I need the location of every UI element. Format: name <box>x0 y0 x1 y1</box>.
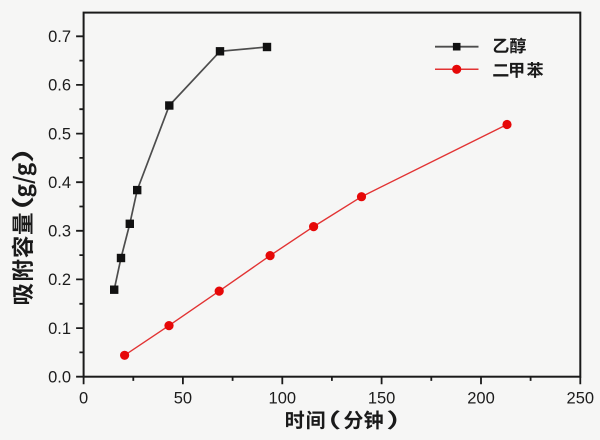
svg-text:0.7: 0.7 <box>48 28 71 46</box>
svg-text:0.0: 0.0 <box>48 369 71 387</box>
svg-text:0.2: 0.2 <box>48 271 71 289</box>
svg-text:100: 100 <box>269 390 297 408</box>
svg-text:0: 0 <box>79 390 88 408</box>
svg-text:50: 50 <box>174 390 192 408</box>
svg-text:0.6: 0.6 <box>48 77 71 95</box>
svg-text:200: 200 <box>467 390 495 408</box>
svg-text:0.4: 0.4 <box>48 174 71 192</box>
svg-text:150: 150 <box>368 390 396 408</box>
svg-text:0.3: 0.3 <box>48 223 71 241</box>
svg-text:250: 250 <box>567 390 595 408</box>
svg-text:0.5: 0.5 <box>48 125 71 143</box>
svg-text:0.1: 0.1 <box>48 320 71 338</box>
